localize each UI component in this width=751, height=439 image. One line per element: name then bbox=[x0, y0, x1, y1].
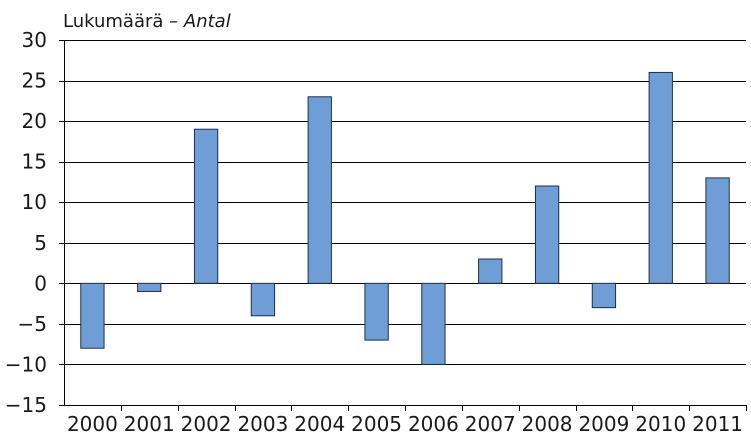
bars bbox=[80, 71, 730, 365]
x-tick-label-2011: 2011 bbox=[692, 412, 743, 436]
x-tick-label-2010: 2010 bbox=[635, 412, 686, 436]
y-tick-label: −5 bbox=[18, 312, 47, 336]
bar-2001 bbox=[137, 282, 162, 292]
bar-2010 bbox=[648, 71, 673, 284]
bar-2003 bbox=[250, 282, 276, 317]
grid-lines bbox=[64, 40, 746, 365]
bar-2000 bbox=[80, 282, 105, 349]
x-tick-label-2009: 2009 bbox=[578, 412, 629, 436]
bar-2008 bbox=[534, 185, 560, 284]
bar-2007 bbox=[478, 258, 503, 284]
bar-2011 bbox=[705, 177, 730, 284]
y-tick-label: 0 bbox=[34, 271, 47, 295]
bar-2005 bbox=[364, 282, 389, 341]
y-tick-label: −15 bbox=[5, 393, 47, 417]
y-tick-label: 10 bbox=[22, 190, 47, 214]
x-tick-label-2001: 2001 bbox=[124, 412, 175, 436]
x-tick-label-2005: 2005 bbox=[351, 412, 402, 436]
axes bbox=[59, 40, 747, 411]
bar-2004 bbox=[307, 96, 332, 284]
y-tick-label: 20 bbox=[22, 109, 47, 133]
bar-2002 bbox=[193, 128, 219, 284]
bar-2006 bbox=[421, 282, 446, 365]
y-axis-label: Lukumäärä – Antal bbox=[63, 11, 231, 32]
x-tick-label-2008: 2008 bbox=[522, 412, 573, 436]
x-tick-labels: 2000 2001 2002 2003 2004 2005 2006 2007 2008 2009… bbox=[67, 412, 743, 436]
x-tick-label-2002: 2002 bbox=[181, 412, 232, 436]
y-tick-label: 5 bbox=[34, 231, 47, 255]
x-tick-label-2007: 2007 bbox=[465, 412, 516, 436]
x-tick-label-2000: 2000 bbox=[67, 412, 118, 436]
y-tick-label: 30 bbox=[22, 28, 47, 52]
y-axis-label-sv: Antal bbox=[183, 11, 231, 32]
bar-2009 bbox=[591, 282, 617, 309]
y-tick-label: 15 bbox=[22, 150, 47, 174]
x-tick-label-2003: 2003 bbox=[237, 412, 288, 436]
x-tick-label-2006: 2006 bbox=[408, 412, 459, 436]
y-tick-label: −10 bbox=[5, 352, 47, 376]
y-tick-labels: −15 −10 −5 0 5 10 15 20 25 30 bbox=[5, 28, 47, 417]
y-tick-label: 25 bbox=[22, 69, 47, 93]
x-tick-label-2004: 2004 bbox=[294, 412, 345, 436]
y-axis-label-separator: – bbox=[163, 11, 183, 32]
y-axis-label-fi: Lukumäärä bbox=[63, 11, 163, 32]
